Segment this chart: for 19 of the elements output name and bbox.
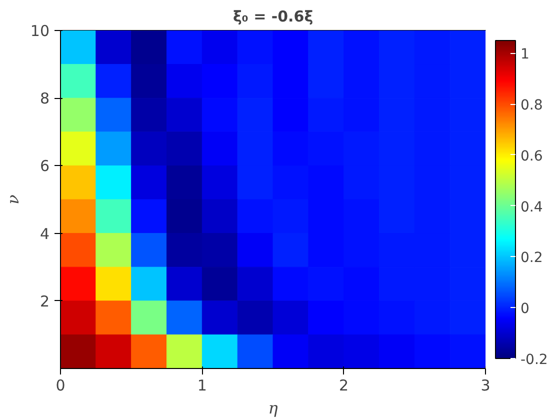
color-bar-label: 0.6 [520,148,543,164]
x-tick-label: 1 [197,376,207,394]
x-axis-title: η [268,398,278,418]
color-bar-label: 0.8 [520,98,543,114]
chart-title: ξ₀ = -0.6ξ [232,8,314,26]
color-bar-label: 0.2 [520,250,543,266]
y-tick-label: 8 [40,90,50,108]
color-bar-label: 1 [520,46,530,63]
y-axis-title: ν [3,194,22,204]
x-tick-label: 0 [56,376,66,394]
y-tick-label: 6 [40,157,50,176]
color-bar-label: 0 [520,301,530,318]
y-tick-label: 4 [40,224,50,243]
x-tick-label: 3 [480,376,490,394]
y-tick-label: 10 [30,22,50,40]
color-bar-label: -0.2 [520,352,548,368]
color-bar-label: 0.4 [520,199,543,216]
x-tick-label: 2 [339,376,349,394]
y-tick-label: 2 [40,292,50,310]
